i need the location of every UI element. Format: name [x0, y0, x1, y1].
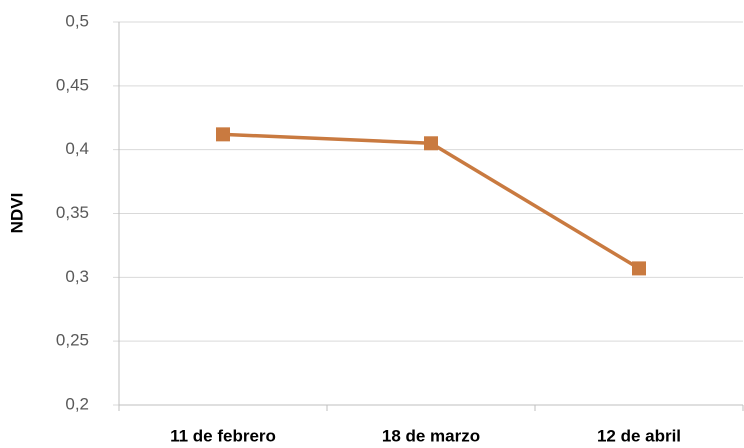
- y-tick-label: 0,2: [65, 394, 89, 413]
- y-tick-label: 0,35: [56, 203, 89, 222]
- x-tick-label: 12 de abril: [597, 426, 681, 445]
- y-tick-label: 0,3: [65, 267, 89, 286]
- data-marker: [632, 261, 646, 276]
- y-tick-label: 0,5: [65, 11, 89, 30]
- data-marker: [216, 127, 230, 142]
- y-tick-label: 0,45: [56, 75, 89, 94]
- x-tick-label: 11 de febrero: [170, 426, 276, 445]
- y-tick-label: 0,25: [56, 331, 89, 350]
- y-tick-label: 0,4: [65, 139, 89, 158]
- x-tick-label: 18 de marzo: [382, 426, 480, 445]
- data-line: [222, 132, 640, 270]
- y-axis-label: NDVI: [7, 193, 26, 234]
- data-marker: [424, 136, 438, 151]
